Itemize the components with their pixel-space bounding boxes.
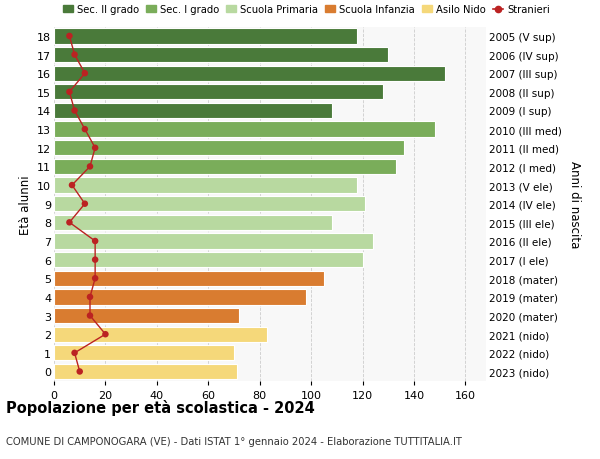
Bar — [54, 327, 268, 342]
Bar — [54, 159, 396, 175]
Point — [70, 107, 79, 115]
Bar — [54, 85, 383, 100]
Point — [65, 33, 74, 40]
Point — [80, 201, 89, 208]
Bar — [54, 48, 388, 63]
Point — [65, 89, 74, 96]
Point — [70, 52, 79, 59]
Bar — [54, 104, 332, 119]
Bar — [54, 290, 306, 305]
Bar — [54, 364, 236, 379]
Bar — [54, 308, 239, 324]
Y-axis label: Età alunni: Età alunni — [19, 174, 32, 234]
Bar — [54, 29, 358, 45]
Text: Popolazione per età scolastica - 2024: Popolazione per età scolastica - 2024 — [6, 399, 315, 415]
Point — [67, 182, 77, 189]
Point — [85, 294, 95, 301]
Point — [101, 331, 110, 338]
Bar — [54, 122, 434, 138]
Bar — [54, 252, 362, 268]
Point — [80, 70, 89, 78]
Y-axis label: Anni di nascita: Anni di nascita — [568, 161, 581, 248]
Point — [91, 145, 100, 152]
Bar — [54, 67, 445, 82]
Bar — [54, 196, 365, 212]
Point — [65, 219, 74, 227]
Bar — [54, 141, 404, 156]
Point — [91, 275, 100, 282]
Point — [85, 312, 95, 319]
Text: COMUNE DI CAMPONOGARA (VE) - Dati ISTAT 1° gennaio 2024 - Elaborazione TUTTITALI: COMUNE DI CAMPONOGARA (VE) - Dati ISTAT … — [6, 436, 462, 446]
Point — [91, 257, 100, 264]
Bar — [54, 215, 332, 230]
Point — [91, 238, 100, 245]
Point — [85, 163, 95, 171]
Bar — [54, 271, 324, 286]
Bar — [54, 234, 373, 249]
Point — [80, 126, 89, 134]
Point — [70, 349, 79, 357]
Legend: Sec. II grado, Sec. I grado, Scuola Primaria, Scuola Infanzia, Asilo Nido, Stran: Sec. II grado, Sec. I grado, Scuola Prim… — [59, 1, 554, 19]
Point — [75, 368, 85, 375]
Bar — [54, 346, 234, 361]
Bar — [54, 178, 358, 193]
